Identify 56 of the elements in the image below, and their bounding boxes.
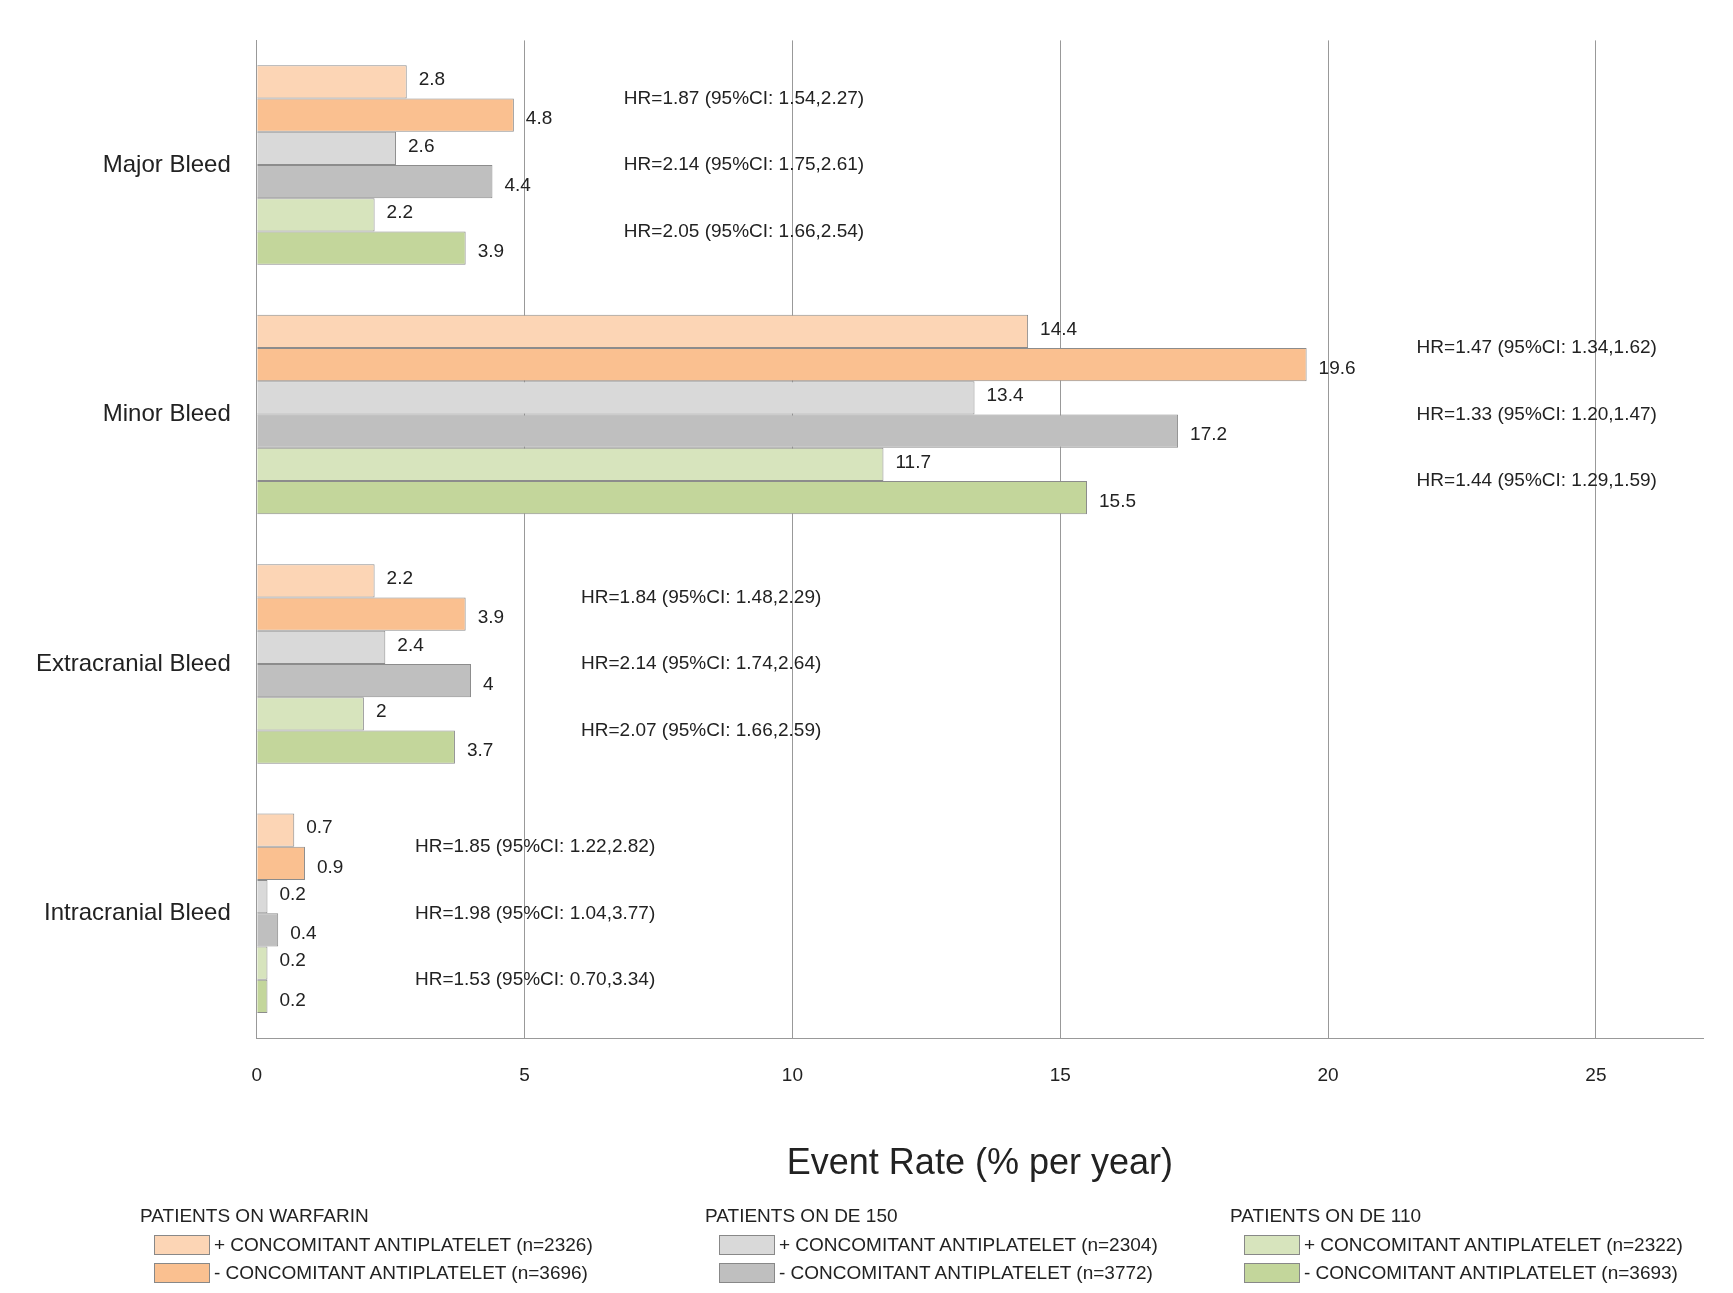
y-tick-label: Extracranial Bleed <box>36 648 231 676</box>
data-label: 0.2 <box>279 949 306 971</box>
data-label: 13.4 <box>986 384 1024 406</box>
text: PATIENTS ON DE 110 <box>1230 1205 1423 1227</box>
data-label: 3.9 <box>477 240 505 262</box>
y-tick-label: Major Bleed <box>102 149 231 177</box>
data-label: 15.5 <box>1099 489 1136 511</box>
data-label: 0.4 <box>290 922 318 944</box>
x-tick-label: 5 <box>519 1063 530 1085</box>
legend-label: - CONCOMITANT ANTIPLATELET (n=3696) <box>214 1262 588 1284</box>
annotation: HR=1.85 (95%CI: 1.22,2.82) <box>414 835 656 857</box>
data-label: 4 <box>483 672 495 694</box>
y-tick-label: Intracranial Bleed <box>43 897 231 925</box>
data-label: 4.8 <box>525 107 553 129</box>
data-label: 4.4 <box>504 173 532 195</box>
x-tick-label: 25 <box>1585 1063 1607 1085</box>
data-label: 0.9 <box>316 855 344 877</box>
data-label: 0.2 <box>279 988 306 1010</box>
data-label: 0.7 <box>306 816 333 838</box>
annotation: HR=1.44 (95%CI: 1.29,1.59) <box>1416 469 1657 491</box>
data-label: 2.8 <box>418 68 446 90</box>
data-label: 14.4 <box>1040 317 1078 339</box>
data-label: 2.2 <box>386 201 414 223</box>
data-label: 2.2 <box>386 567 414 588</box>
x-axis-title: Event Rate (% per year) <box>786 1141 1173 1183</box>
annotation: HR=1.47 (95%CI: 1.34,1.62) <box>1416 336 1657 358</box>
legend-label: + CONCOMITANT ANTIPLATELET (n=2304) <box>779 1234 1158 1256</box>
text: PATIENTS ON DE 150 <box>705 1205 899 1227</box>
legend-label: + CONCOMITANT ANTIPLATELET (n=2326) <box>214 1234 593 1256</box>
text: PATIENTS ON WARFARIN <box>140 1205 370 1227</box>
annotation: HR=2.07 (95%CI: 1.66,2.59) <box>581 718 822 740</box>
data-label: 3.9 <box>477 606 505 628</box>
data-label: 19.6 <box>1318 356 1356 378</box>
annotation: HR=1.98 (95%CI: 1.04,3.77) <box>414 901 656 923</box>
data-label: 3.7 <box>466 739 494 761</box>
x-tick-label: 10 <box>781 1063 803 1085</box>
legend-label: + CONCOMITANT ANTIPLATELET (n=2322) <box>1304 1234 1683 1256</box>
annotation: HR=2.14 (95%CI: 1.74,2.64) <box>581 652 822 674</box>
annotation: HR=1.33 (95%CI: 1.20,1.47) <box>1416 402 1657 424</box>
annotation: HR=1.87 (95%CI: 1.54,2.27) <box>623 86 865 108</box>
annotation: HR=1.84 (95%CI: 1.48,2.29) <box>581 585 822 607</box>
data-label: 17.2 <box>1190 423 1228 445</box>
data-label: 2.4 <box>397 633 425 655</box>
annotation: HR=1.53 (95%CI: 0.70,3.34) <box>414 968 656 990</box>
annotation: HR=2.05 (95%CI: 1.66,2.54) <box>623 219 865 241</box>
data-label: 2.6 <box>408 134 435 156</box>
data-label: 2 <box>375 700 387 722</box>
x-tick-label: 20 <box>1317 1063 1339 1085</box>
y-tick-label: Minor Bleed <box>102 399 231 427</box>
legend-label: - CONCOMITANT ANTIPLATELET (n=3693) <box>1304 1262 1678 1284</box>
x-tick-label: 15 <box>1049 1063 1071 1085</box>
data-label: 11.7 <box>895 450 932 472</box>
data-label: 0.2 <box>279 882 306 904</box>
annotation: HR=2.14 (95%CI: 1.75,2.61) <box>623 153 865 175</box>
legend-label: - CONCOMITANT ANTIPLATELET (n=3772) <box>779 1262 1153 1284</box>
x-tick-label: 0 <box>251 1063 263 1085</box>
